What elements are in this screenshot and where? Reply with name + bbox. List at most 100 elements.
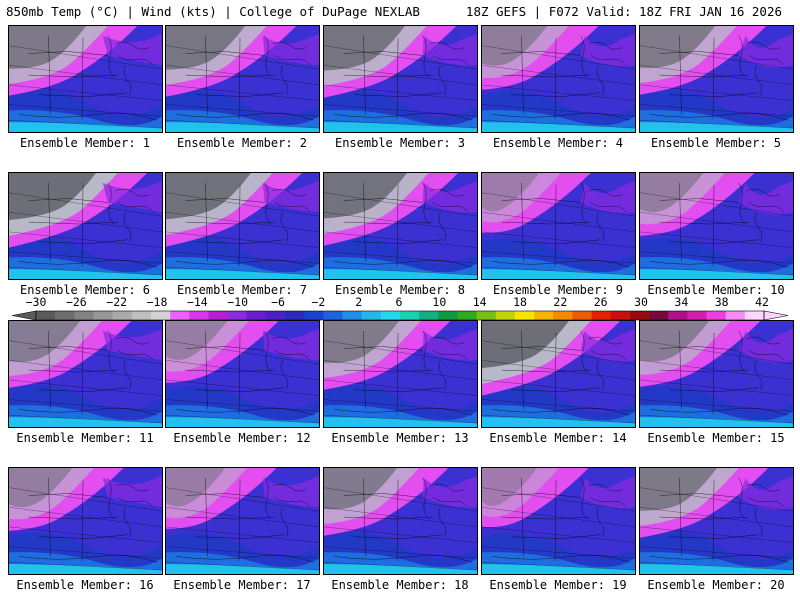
colorbar-tick-label: −18 [146, 295, 168, 309]
ensemble-map-panel [481, 320, 636, 428]
ensemble-map-panel [8, 25, 163, 133]
colorbar-tick-label: −6 [271, 295, 285, 309]
colorbar-segment [208, 311, 228, 320]
ensemble-member-label: Ensemble Member: 13 [331, 431, 469, 445]
colorbar-segment [74, 311, 94, 320]
ensemble-member-label: Ensemble Member: 17 [173, 578, 311, 592]
colorbar-max-arrow [763, 310, 789, 321]
colorbar-tick-label: 26 [593, 295, 608, 309]
ensemble-member-label: Ensemble Member: 10 [647, 283, 785, 297]
colorbar-segment [744, 311, 765, 320]
ensemble-map-panel [165, 25, 320, 133]
colorbar-tick-label: −30 [25, 295, 47, 309]
colorbar-segment [150, 311, 171, 320]
ensemble-member-label: Ensemble Member: 20 [647, 578, 785, 592]
ensemble-map-panel [481, 467, 636, 575]
ensemble-member-label: Ensemble Member: 2 [176, 136, 308, 150]
ensemble-member-label: Ensemble Member: 9 [492, 283, 624, 297]
colorbar-segment [495, 311, 516, 320]
colorbar-segment [304, 311, 324, 320]
colorbar-segment [400, 311, 420, 320]
colorbar-segment [610, 311, 631, 320]
ensemble-map-panel [639, 172, 794, 280]
ensemble-member-label: Ensemble Member: 5 [650, 136, 782, 150]
ensemble-member-label: Ensemble Member: 18 [331, 578, 469, 592]
ensemble-member-label: Ensemble Member: 7 [176, 283, 308, 297]
ensemble-member-label: Ensemble Member: 1 [19, 136, 151, 150]
chart-title: 850mb Temp (°C) | Wind (kts) | College o… [6, 4, 420, 19]
colorbar-segment [438, 311, 458, 320]
colorbar-segment [419, 311, 439, 320]
colorbar-segment [189, 311, 209, 320]
ensemble-map-panel [165, 172, 320, 280]
colorbar-tick-label: 14 [472, 295, 487, 309]
colorbar-segment [285, 311, 305, 320]
ensemble-member-label: Ensemble Member: 3 [334, 136, 466, 150]
ensemble-map-panel [165, 320, 320, 428]
ensemble-map-panel [639, 320, 794, 428]
colorbar-segment [342, 311, 362, 320]
colorbar-segment [553, 311, 573, 320]
ensemble-map-panel [481, 25, 636, 133]
colorbar-segment [457, 311, 477, 320]
colorbar-segment [534, 311, 554, 320]
ensemble-member-label: Ensemble Member: 14 [489, 431, 627, 445]
colorbar-tick-label: −22 [106, 295, 128, 309]
colorbar-segment [36, 311, 56, 320]
ensemble-map-panel [323, 172, 478, 280]
ensemble-member-label: Ensemble Member: 12 [173, 431, 311, 445]
colorbar-segment [55, 311, 75, 320]
colorbar-tick-label: 6 [395, 295, 403, 309]
colorbar-tick-label: 38 [714, 295, 729, 309]
colorbar-min-arrow [11, 310, 37, 321]
colorbar-tick-label: 10 [432, 295, 447, 309]
colorbar-segment [323, 311, 343, 320]
colorbar-segment [112, 311, 133, 320]
ensemble-map-panel [323, 25, 478, 133]
ensemble-map-panel [8, 320, 163, 428]
colorbar-segment [227, 311, 248, 320]
colorbar-tick-label: 30 [634, 295, 648, 309]
colorbar-segment [170, 311, 190, 320]
ensemble-member-label: Ensemble Member: 4 [492, 136, 624, 150]
colorbar-segment [629, 311, 650, 320]
colorbar-tick-label: −2 [311, 295, 326, 309]
colorbar-tick-label: 42 [755, 295, 769, 309]
model-valid-time: 18Z GEFS | F072 Valid: 18Z FRI JAN 16 20… [465, 4, 782, 19]
colorbar-segment [476, 311, 497, 320]
colorbar-segment [591, 311, 612, 320]
colorbar-segment [93, 311, 113, 320]
colorbar-segment [687, 311, 707, 320]
colorbar-segment [131, 311, 152, 320]
ensemble-member-label: Ensemble Member: 19 [489, 578, 627, 592]
temperature-colorbar [11, 310, 789, 321]
ensemble-map-panel [639, 25, 794, 133]
colorbar-tick-label: −10 [227, 295, 249, 309]
ensemble-map-panel [165, 467, 320, 575]
colorbar-segment [649, 311, 669, 320]
colorbar-segment [706, 311, 726, 320]
colorbar-tick-label: 18 [513, 295, 527, 309]
colorbar-segment [265, 311, 286, 320]
colorbar-segment [514, 311, 535, 320]
ensemble-map-panel [639, 467, 794, 575]
ensemble-map-panel [481, 172, 636, 280]
colorbar-tick-label: −14 [186, 295, 208, 309]
ensemble-map-panel [8, 467, 163, 575]
colorbar-tick-label: 2 [355, 295, 363, 309]
colorbar-segment [361, 311, 382, 320]
colorbar-tick-label: 22 [553, 295, 568, 309]
ensemble-map-panel [323, 467, 478, 575]
ensemble-map-panel [323, 320, 478, 428]
ensemble-member-label: Ensemble Member: 16 [16, 578, 154, 592]
colorbar-segment [246, 311, 267, 320]
ensemble-map-panel [8, 172, 163, 280]
ensemble-member-label: Ensemble Member: 15 [647, 431, 785, 445]
colorbar-segment [668, 311, 688, 320]
colorbar-segment [725, 311, 746, 320]
colorbar-segment [380, 311, 401, 320]
colorbar-segment [572, 311, 592, 320]
colorbar-tick-label: 34 [674, 295, 689, 309]
ensemble-member-label: Ensemble Member: 8 [334, 283, 466, 297]
ensemble-member-label: Ensemble Member: 6 [19, 283, 151, 297]
